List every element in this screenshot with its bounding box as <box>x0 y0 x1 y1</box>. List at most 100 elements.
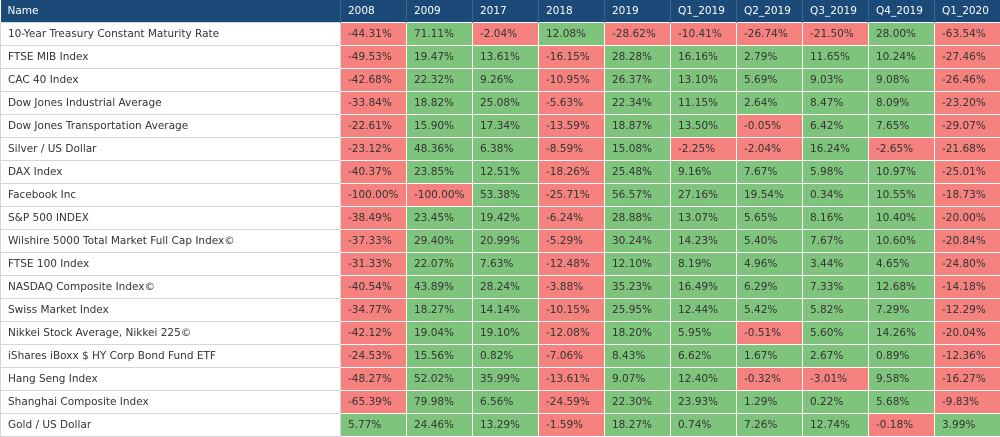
return-cell: 10.60% <box>868 228 935 253</box>
table-row: S&P 500 INDEX -38.49% 23.45% 19.42% -6.24% 28… <box>0 205 1000 230</box>
return-cell: 29.40% <box>406 228 473 253</box>
row-name: Facebook Inc <box>0 182 341 207</box>
return-cell: -13.59% <box>538 113 605 138</box>
return-cell: 8.16% <box>802 205 869 230</box>
column-header: 2017 <box>472 0 539 22</box>
return-cell: 23.85% <box>406 159 473 184</box>
return-cell: -31.33% <box>340 251 407 276</box>
return-cell: 25.95% <box>604 297 671 322</box>
return-cell: 18.27% <box>406 297 473 322</box>
return-cell: -10.95% <box>538 67 605 92</box>
return-cell: -40.37% <box>340 159 407 184</box>
return-cell: 8.47% <box>802 90 869 115</box>
return-cell: 52.02% <box>406 366 473 391</box>
return-cell: 16.16% <box>670 44 737 69</box>
column-header: Q4_2019 <box>868 0 935 22</box>
return-cell: 6.56% <box>472 389 539 414</box>
return-cell: 5.82% <box>802 297 869 322</box>
return-cell: 2.67% <box>802 343 869 368</box>
return-cell: 0.74% <box>670 412 737 437</box>
return-cell: 1.67% <box>736 343 803 368</box>
return-cell: 20.99% <box>472 228 539 253</box>
return-cell: -44.31% <box>340 21 407 46</box>
return-cell: -18.26% <box>538 159 605 184</box>
return-cell: -26.74% <box>736 21 803 46</box>
return-cell: -20.84% <box>934 228 1000 253</box>
return-cell: 7.63% <box>472 251 539 276</box>
return-cell: -0.51% <box>736 320 803 345</box>
return-cell: 11.65% <box>802 44 869 69</box>
return-cell: 28.00% <box>868 21 935 46</box>
return-cell: 56.57% <box>604 182 671 207</box>
column-header: Name <box>0 0 341 22</box>
return-cell: 5.98% <box>802 159 869 184</box>
return-cell: 9.03% <box>802 67 869 92</box>
row-name: Wilshire 5000 Total Market Full Cap Inde… <box>0 228 341 253</box>
return-cell: 23.93% <box>670 389 737 414</box>
column-header: 2019 <box>604 0 671 22</box>
return-cell: -10.41% <box>670 21 737 46</box>
return-cell: -0.32% <box>736 366 803 391</box>
return-cell: 14.14% <box>472 297 539 322</box>
return-cell: -2.04% <box>736 136 803 161</box>
return-cell: -3.01% <box>802 366 869 391</box>
return-cell: 19.42% <box>472 205 539 230</box>
table-row: Facebook Inc -100.00% -100.00% 53.38% -25.71… <box>0 182 1000 207</box>
row-name: Dow Jones Transportation Average <box>0 113 341 138</box>
return-cell: -5.63% <box>538 90 605 115</box>
return-cell: -25.01% <box>934 159 1000 184</box>
return-cell: 5.40% <box>736 228 803 253</box>
return-cell: 12.08% <box>538 21 605 46</box>
return-cell: 27.16% <box>670 182 737 207</box>
return-cell: -23.12% <box>340 136 407 161</box>
column-header: Q3_2019 <box>802 0 869 22</box>
return-cell: -0.18% <box>868 412 935 437</box>
return-cell: 18.87% <box>604 113 671 138</box>
return-cell: 28.28% <box>604 44 671 69</box>
return-cell: -9.83% <box>934 389 1000 414</box>
return-cell: -8.59% <box>538 136 605 161</box>
return-cell: -5.29% <box>538 228 605 253</box>
table-row: FTSE MIB Index -49.53% 19.47% 13.61% -16.15%… <box>0 44 1000 69</box>
return-cell: 6.29% <box>736 274 803 299</box>
return-cell: 5.42% <box>736 297 803 322</box>
return-cell: 7.65% <box>868 113 935 138</box>
return-cell: -6.24% <box>538 205 605 230</box>
row-name: Gold / US Dollar <box>0 412 341 437</box>
return-cell: -7.06% <box>538 343 605 368</box>
column-header: 2008 <box>340 0 407 22</box>
return-cell: -29.07% <box>934 113 1000 138</box>
return-cell: 10.55% <box>868 182 935 207</box>
return-cell: 35.99% <box>472 366 539 391</box>
return-cell: 16.24% <box>802 136 869 161</box>
return-cell: 16.49% <box>670 274 737 299</box>
table-row: DAX Index -40.37% 23.85% 12.51% -18.26% 25.48… <box>0 159 1000 184</box>
return-cell: 13.50% <box>670 113 737 138</box>
return-cell: -12.48% <box>538 251 605 276</box>
row-name: Hang Seng Index <box>0 366 341 391</box>
return-cell: 0.34% <box>802 182 869 207</box>
return-cell: 6.42% <box>802 113 869 138</box>
return-cell: 28.24% <box>472 274 539 299</box>
row-name: S&P 500 INDEX <box>0 205 341 230</box>
return-cell: -28.62% <box>604 21 671 46</box>
return-cell: 11.15% <box>670 90 737 115</box>
return-cell: -14.18% <box>934 274 1000 299</box>
return-cell: 25.48% <box>604 159 671 184</box>
return-cell: -16.15% <box>538 44 605 69</box>
return-cell: 2.64% <box>736 90 803 115</box>
return-cell: -2.25% <box>670 136 737 161</box>
return-cell: -100.00% <box>340 182 407 207</box>
return-cell: 14.26% <box>868 320 935 345</box>
return-cell: 0.82% <box>472 343 539 368</box>
table-row: 10-Year Treasury Constant Maturity Rate -… <box>0 21 1000 46</box>
return-cell: -42.12% <box>340 320 407 345</box>
return-cell: 2.79% <box>736 44 803 69</box>
return-cell: -20.00% <box>934 205 1000 230</box>
return-cell: 23.45% <box>406 205 473 230</box>
column-header: Q1_2020 <box>934 0 1000 22</box>
return-cell: 7.33% <box>802 274 869 299</box>
row-name: Shanghai Composite Index <box>0 389 341 414</box>
return-cell: -13.61% <box>538 366 605 391</box>
return-cell: -27.46% <box>934 44 1000 69</box>
